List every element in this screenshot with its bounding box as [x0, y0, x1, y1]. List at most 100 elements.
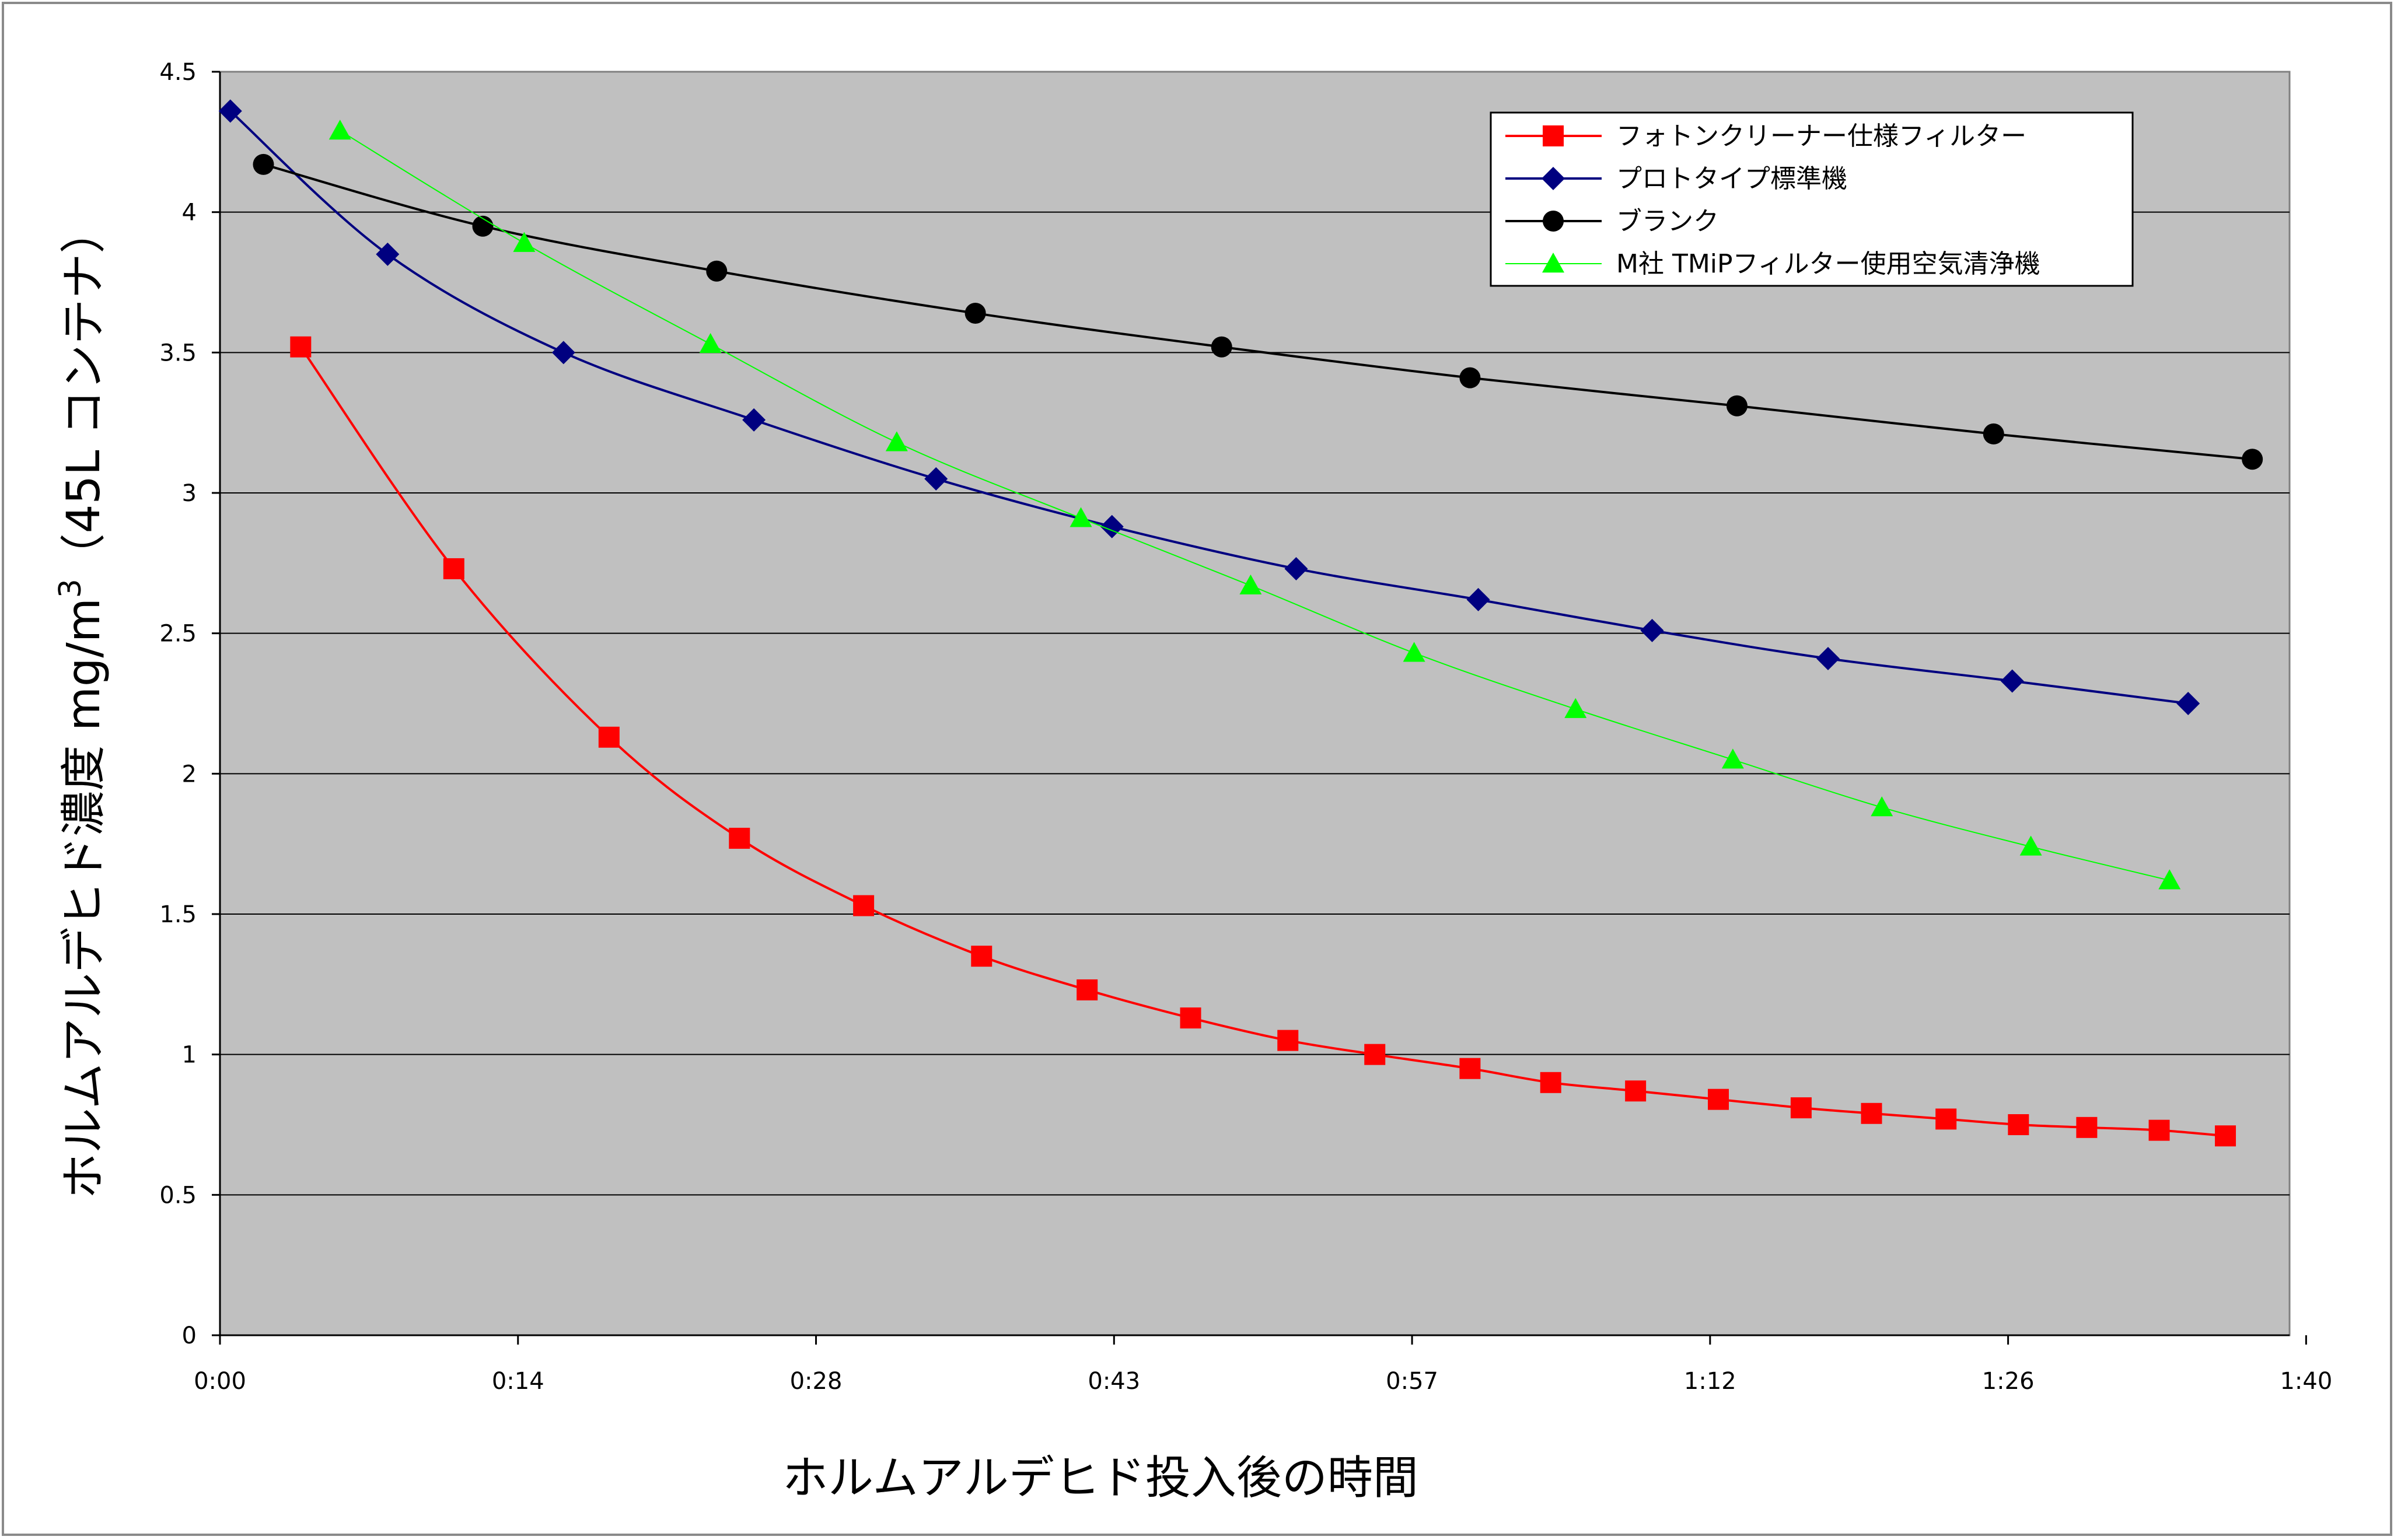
data-point [1708, 1088, 1729, 1110]
data-point [1077, 979, 1098, 1000]
x-tick-label: 1:26 [1982, 1368, 2035, 1395]
data-point [1459, 1058, 1481, 1079]
data-point [1070, 507, 1092, 527]
data-point [1790, 1097, 1812, 1119]
legend-item-4: M社 TMiPフィルター使用空気清浄機 [1505, 249, 2040, 279]
legend-marker [1543, 125, 1564, 146]
x-tick-label: 1:40 [2280, 1368, 2332, 1395]
data-point [376, 242, 400, 266]
legend-marker [1543, 211, 1564, 232]
y-tick-label: 0.5 [159, 1182, 197, 1209]
data-point [699, 332, 722, 354]
legend-label: ブランク [1616, 206, 1719, 236]
y-tick-label: 2 [182, 761, 197, 788]
x-tick-label: 1:12 [1684, 1368, 1736, 1395]
data-point [1721, 748, 1744, 769]
data-point [964, 302, 986, 324]
data-point [2242, 449, 2263, 470]
legend-label: フォトンクリーナー仕様フィルター [1616, 121, 2026, 151]
data-point [218, 99, 242, 123]
y-tick-label: 0 [182, 1322, 197, 1349]
x-tick-label: 0:43 [1088, 1368, 1140, 1395]
data-point [729, 828, 750, 849]
legend-item-3: ブランク [1505, 206, 1719, 236]
data-point [1640, 618, 1664, 642]
data-point [1540, 1072, 1561, 1093]
data-point [598, 726, 620, 748]
data-point [551, 341, 575, 365]
series-4 [328, 120, 2181, 890]
x-tick-label: 0:57 [1386, 1368, 1438, 1395]
series-1 [290, 336, 2236, 1147]
data-point [1277, 1030, 1299, 1051]
data-point [1180, 1007, 1201, 1029]
y-tick-label: 2.5 [159, 621, 197, 648]
data-point [328, 120, 351, 140]
data-point [971, 946, 992, 967]
y-tick-label: 4 [182, 200, 197, 226]
data-point [2215, 1125, 2236, 1147]
data-point [290, 336, 312, 358]
data-point [472, 215, 494, 237]
data-point [1935, 1108, 1957, 1130]
series-2 [218, 99, 2200, 715]
data-point [443, 558, 464, 579]
data-point [1239, 574, 1262, 595]
data-point [1625, 1080, 1647, 1102]
data-point [1364, 1044, 1386, 1065]
data-point [2176, 692, 2200, 715]
x-axis-title: ホルムアルデヒド投入後の時間 [782, 1452, 1418, 1504]
data-point [1564, 698, 1587, 718]
y-axis-title: ホルムアルデヒド濃度 mg/m3（45L コンテナ） [53, 208, 110, 1199]
data-point [2076, 1116, 2098, 1138]
data-point [742, 408, 766, 432]
x-tick-label: 0:14 [492, 1368, 544, 1395]
data-point [924, 467, 948, 491]
y-axis-title-superscript: 3 [53, 579, 88, 598]
data-point [1871, 796, 1893, 817]
data-point [1284, 556, 1308, 580]
series-line [229, 110, 2189, 705]
data-point [1726, 395, 1748, 416]
axis-ticks: 0 0.5 1 1.5 2 2.5 3 3.5 4 4.5 0:00 0:14 0:28 0:43 0:57… [159, 59, 2332, 1395]
data-point [2148, 1119, 2170, 1141]
data-point [1466, 587, 1490, 611]
y-tick-label: 1 [182, 1042, 197, 1069]
data-point [2000, 669, 2024, 693]
data-point [2019, 835, 2042, 856]
data-point [706, 260, 728, 282]
data-point [1211, 336, 1232, 358]
x-tick-label: 0:00 [194, 1368, 246, 1395]
data-point [2008, 1114, 2029, 1135]
y-tick-label: 3 [182, 480, 197, 507]
data-point [1459, 367, 1481, 388]
legend-marker [1542, 167, 1565, 190]
legend-item-1: フォトンクリーナー仕様フィルター [1505, 121, 2026, 151]
legend-box [1490, 111, 2134, 287]
data-point [885, 431, 908, 452]
data-point [2158, 869, 2181, 890]
legend-item-2: プロトタイプ標準機 [1505, 164, 1847, 194]
x-tick-label: 0:28 [790, 1368, 843, 1395]
y-tick-label: 4.5 [159, 59, 197, 86]
y-tick-label: 3.5 [159, 340, 197, 366]
legend-marker [1542, 253, 1564, 273]
legend-label: M社 TMiPフィルター使用空気清浄機 [1616, 249, 2040, 279]
data-point [1983, 423, 2004, 444]
y-tick-label: 1.5 [159, 901, 197, 928]
data-point [853, 895, 875, 916]
data-point [1816, 646, 1840, 670]
data-point [253, 153, 274, 175]
y-axis-title-main: ホルムアルデヒド濃度 mg/m [58, 598, 110, 1199]
data-point [513, 232, 536, 252]
series-3 [253, 153, 2263, 470]
series-layer [218, 99, 2263, 1147]
legend-label: プロトタイプ標準機 [1616, 164, 1847, 194]
data-point [1861, 1102, 1882, 1124]
data-point [1403, 642, 1425, 662]
y-axis-title-suffix: （45L コンテナ） [58, 208, 110, 579]
